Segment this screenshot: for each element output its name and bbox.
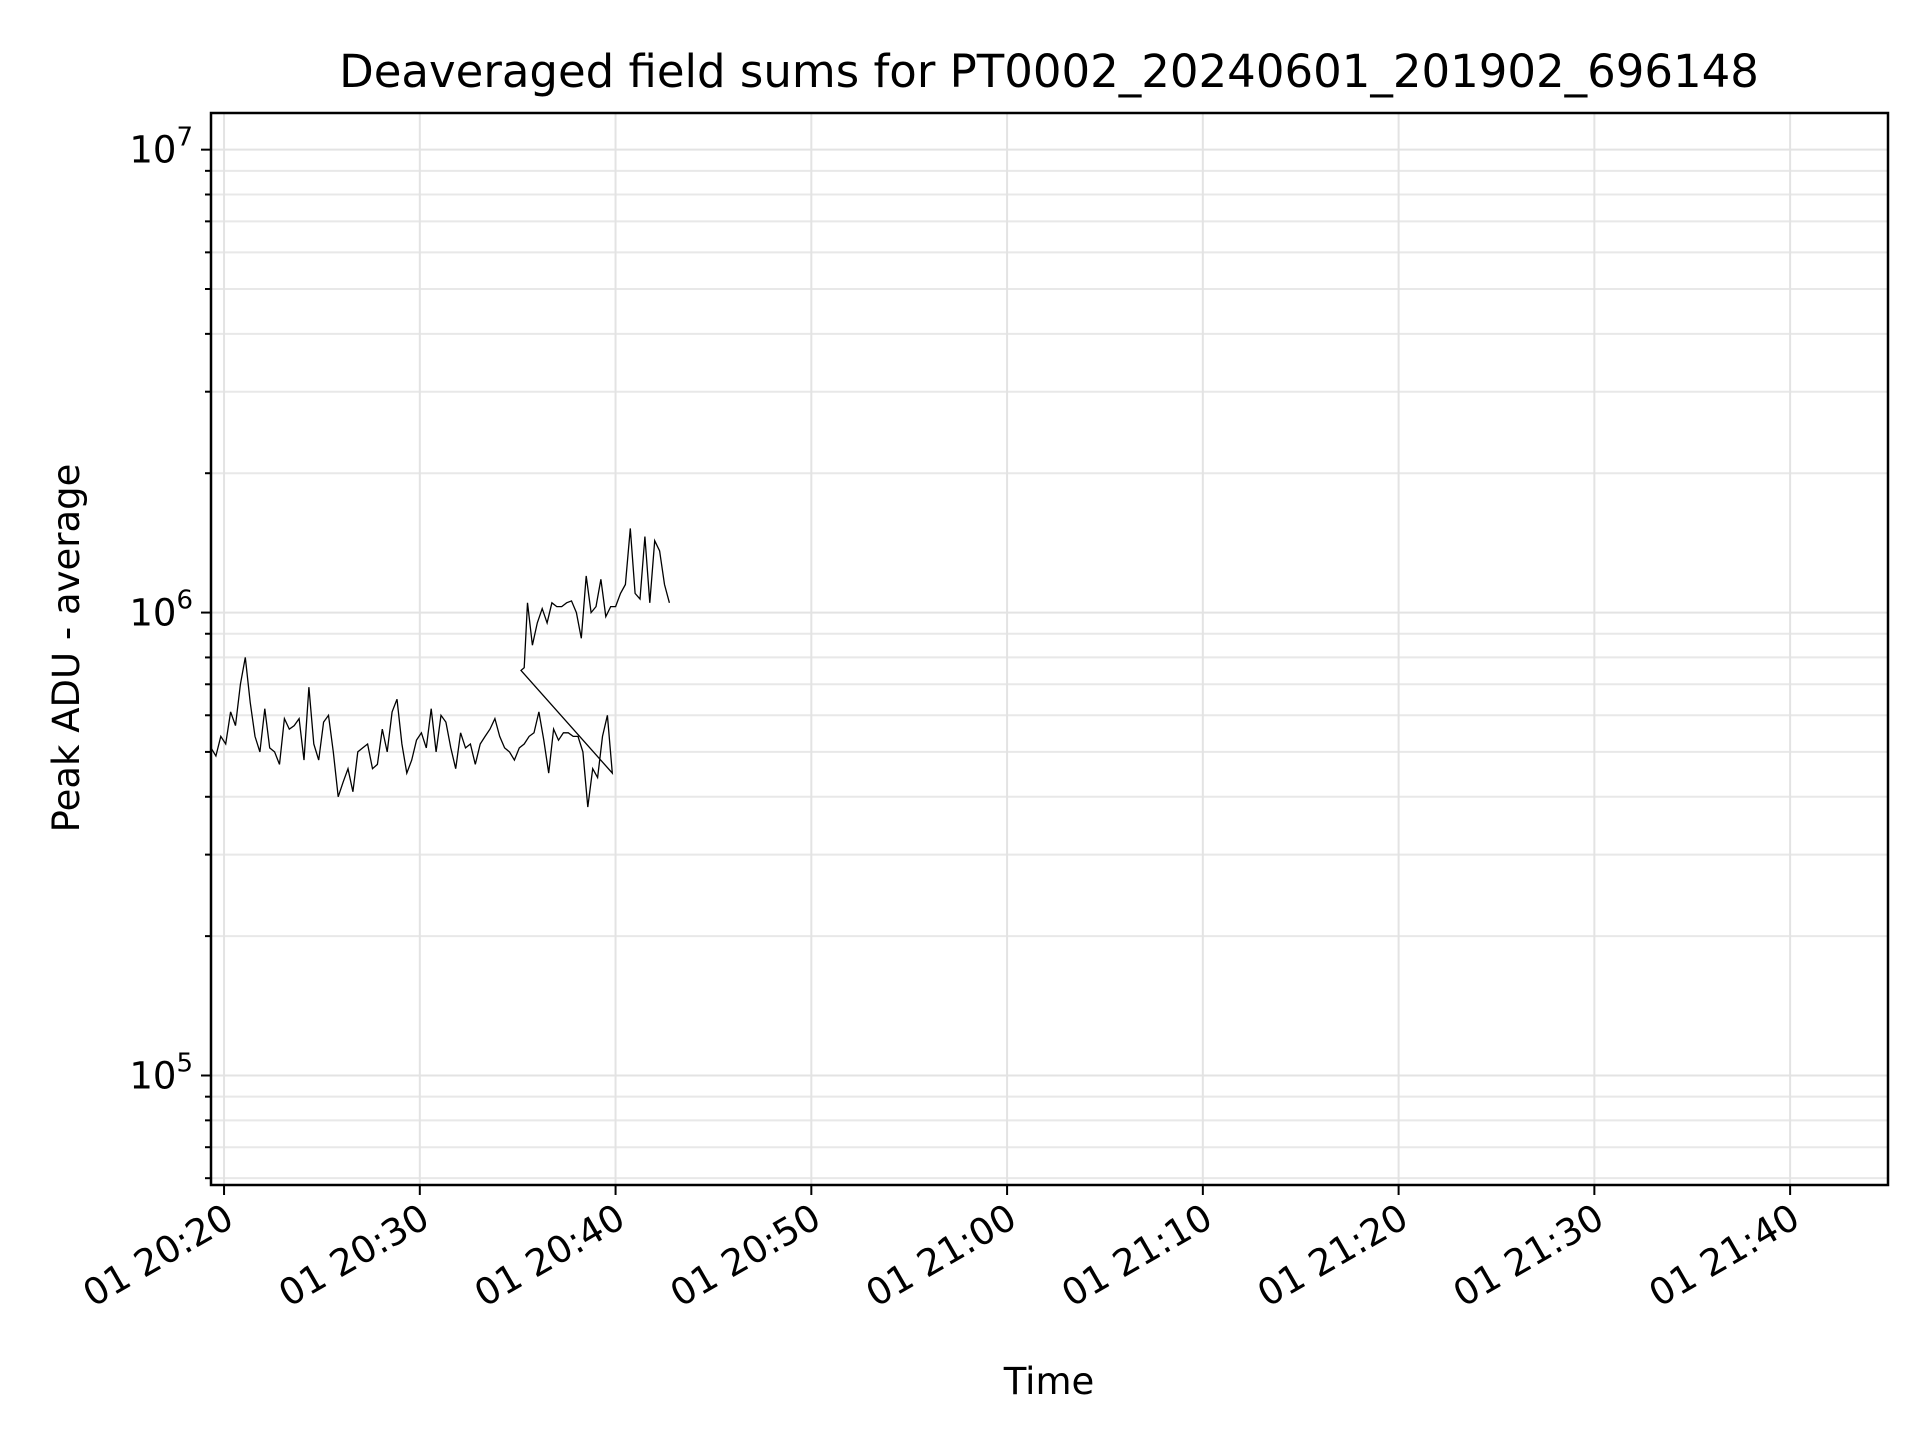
x-axis-label: Time (1003, 1360, 1095, 1403)
y-tick-label: 106 (129, 586, 193, 635)
y-tick-label: 105 (129, 1048, 193, 1097)
y-axis-label: Peak ADU - average (45, 464, 88, 833)
plot-frame (209, 111, 1890, 1187)
y-tick-label-base: 10 (129, 1054, 176, 1097)
y-tick-label-base: 10 (129, 129, 176, 172)
y-tick-label-exponent: 6 (176, 586, 193, 616)
y-tick-label: 107 (129, 123, 193, 172)
grid (211, 113, 1888, 1185)
chart-title: Deaveraged field sums for PT0002_2024060… (339, 45, 1759, 98)
y-tick-label-exponent: 5 (176, 1048, 193, 1078)
y-tick-label-exponent: 7 (176, 123, 193, 153)
y-tick-label-base: 10 (129, 592, 176, 635)
series-layer (210, 528, 671, 808)
series-line-0 (210, 528, 671, 808)
